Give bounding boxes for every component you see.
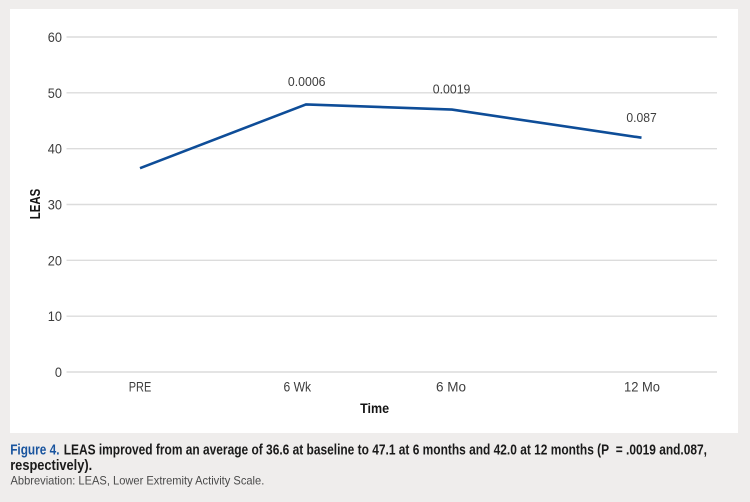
svg-text:LEAS: LEAS <box>27 189 44 220</box>
svg-text:40: 40 <box>48 141 62 157</box>
svg-text:0.0006: 0.0006 <box>288 75 326 89</box>
svg-text:0.0019: 0.0019 <box>433 82 471 96</box>
svg-text:Figure 4.: Figure 4. <box>10 442 59 458</box>
svg-text:respectively).: respectively). <box>10 458 92 474</box>
svg-text:30: 30 <box>48 197 62 213</box>
svg-text:Abbreviation: LEAS, Lower Extr: Abbreviation: LEAS, Lower Extremity Acti… <box>11 473 265 487</box>
svg-text:0.087: 0.087 <box>626 111 656 125</box>
svg-text:6 Wk: 6 Wk <box>284 380 312 395</box>
svg-text:PRE: PRE <box>129 380 152 395</box>
svg-text:0: 0 <box>55 364 62 380</box>
svg-text:LEAS improved from an average: LEAS improved from an average of 36.6 at… <box>64 442 707 458</box>
svg-text:12 Mo: 12 Mo <box>624 380 660 395</box>
svg-text:20: 20 <box>48 252 62 268</box>
svg-text:10: 10 <box>48 308 62 324</box>
svg-text:60: 60 <box>48 29 62 45</box>
svg-text:50: 50 <box>48 85 62 101</box>
svg-text:6 Mo: 6 Mo <box>436 380 466 395</box>
svg-text:Time: Time <box>360 401 389 416</box>
